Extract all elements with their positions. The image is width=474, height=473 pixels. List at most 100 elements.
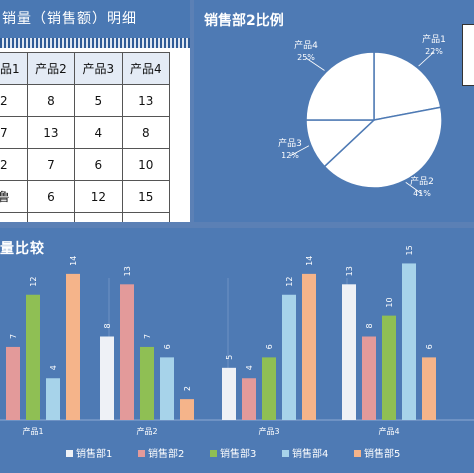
table-cell: 12 <box>74 180 123 213</box>
table-cell: 10 <box>121 148 171 181</box>
bar-value-label: 15 <box>405 245 414 255</box>
bar-chart-title: 量比较 <box>0 241 45 257</box>
table-cell: 6 <box>26 180 76 213</box>
bar-销售部1-产品2 <box>100 336 114 420</box>
bar-销售部1-产品4 <box>342 284 356 420</box>
column-header: 产品4 <box>121 52 171 85</box>
bar-销售部5-产品1 <box>66 273 80 420</box>
pie-chart-panel: 销售部2比例 产品1 22% 产品2 41% 产品3 12% 产品4 25% <box>194 0 474 222</box>
pie-slice-4 <box>305 51 375 121</box>
table-cell: 13 <box>26 116 76 149</box>
column-header: 产品1 <box>0 52 28 85</box>
sales-table: 产品1产品2产品3产品4285137134827610鲁6121542146 <box>0 52 171 222</box>
table-cell: 2 <box>0 148 28 181</box>
sales-table-panel: 销量（销售额）明细 产品1产品2产品3产品4285137134827610鲁61… <box>0 0 190 222</box>
category-tick-label: 产品2 <box>136 426 157 436</box>
bar-chart-panel: 量比较 12712414产品1813762产品25461214产品3138101… <box>0 228 474 473</box>
legend-label: 销售部4 <box>292 447 328 460</box>
bar-销售部5-产品2 <box>180 399 194 420</box>
table-row: 7 13 4 8 <box>0 116 171 149</box>
bar-销售部2-产品3 <box>242 378 256 420</box>
pie-slice-label: 产品2 <box>410 175 434 187</box>
table-cell: 鲁 <box>0 180 28 213</box>
bar-销售部3-产品4 <box>382 315 396 420</box>
bar-value-label: 7 <box>143 334 152 339</box>
table-header-stripe <box>0 38 190 48</box>
table-cell: 7 <box>0 116 28 149</box>
bar-value-label: 14 <box>69 256 78 266</box>
table-cell: 4 <box>74 116 123 149</box>
bar-value-label: 8 <box>103 323 112 328</box>
table-cell: 7 <box>26 148 76 181</box>
pie-slice-label: 产品3 <box>278 137 302 149</box>
column-header: 产品3 <box>74 52 123 85</box>
bar-value-label: 10 <box>385 297 394 307</box>
bar-value-label: 6 <box>163 344 172 349</box>
bar-value-label: 12 <box>285 277 294 287</box>
bar-销售部3-产品3 <box>262 357 276 420</box>
category-tick-label: 产品4 <box>378 426 399 436</box>
bar-销售部4-产品1 <box>46 378 60 420</box>
bar-销售部2-产品1 <box>6 346 20 420</box>
bar-value-label: 2 <box>183 386 192 391</box>
pie-leader-line <box>418 51 435 67</box>
table-cell: 6 <box>121 212 171 222</box>
pie-slice-1 <box>373 51 442 121</box>
legend-label: 销售部3 <box>220 447 256 460</box>
legend-swatch <box>282 450 289 457</box>
table-cell: 14 <box>74 212 123 222</box>
pie-slice-label: 产品1 <box>422 33 446 45</box>
pie-leader-line <box>289 145 310 157</box>
bar-销售部3-产品1 <box>26 294 40 420</box>
bar-销售部4-产品3 <box>282 294 296 420</box>
bar-value-label: 4 <box>245 365 254 370</box>
bar-销售部4-产品4 <box>402 263 416 420</box>
legend-label: 销售部5 <box>364 447 400 460</box>
table-row: 鲁 6 12 15 <box>0 180 171 213</box>
category-tick-label: 产品1 <box>22 426 43 436</box>
table-cell: 2 <box>26 212 76 222</box>
bar-value-label: 6 <box>265 344 274 349</box>
table-cell: 6 <box>74 148 123 181</box>
pie-chart: 产品1 22% 产品2 41% 产品3 12% 产品4 25% <box>278 33 446 198</box>
bar-value-label: 7 <box>9 334 18 339</box>
bar-value-label: 5 <box>225 355 234 360</box>
bar-销售部4-产品2 <box>160 357 174 420</box>
table-cell: 8 <box>26 84 76 117</box>
pie-slice-label: 产品4 <box>294 39 318 51</box>
pie-chart-title: 销售部2比例 <box>204 13 284 29</box>
table-cell: 8 <box>121 116 171 149</box>
table-cell: 2 <box>0 84 28 117</box>
pie-leader-line <box>305 57 325 71</box>
bar-value-label: 6 <box>425 344 434 349</box>
category-tick-label: 产品3 <box>258 426 279 436</box>
table-row: 2 7 6 10 <box>0 148 171 181</box>
table-cell: 4 <box>0 212 28 222</box>
bar-value-label: 12 <box>29 277 38 287</box>
legend-label: 销售部2 <box>148 447 184 460</box>
table-row: 2 8 5 13 <box>0 84 171 117</box>
legend-swatch <box>66 450 73 457</box>
table-cell: 13 <box>121 84 171 117</box>
pie-slice-percent: 12% <box>281 151 299 160</box>
bar-chart: 12712414产品1813762产品25461214产品313810156产品… <box>0 245 474 460</box>
bar-value-label: 13 <box>123 266 132 276</box>
bar-销售部2-产品2 <box>120 284 134 420</box>
bar-销售部5-产品4 <box>422 357 436 420</box>
bar-销售部1-产品3 <box>222 367 236 420</box>
bar-value-label: 14 <box>305 256 314 266</box>
pie-slice-percent: 25% <box>297 53 315 62</box>
pie-slice-percent: 22% <box>425 47 443 56</box>
pie-legend-fragment <box>462 24 474 86</box>
legend-swatch <box>210 450 217 457</box>
bar-value-label: 13 <box>345 266 354 276</box>
bar-value-label: 8 <box>365 323 374 328</box>
bar-value-label: 4 <box>49 365 58 370</box>
table-title: 销量（销售额）明细 <box>0 0 190 38</box>
bar-销售部5-产品3 <box>302 273 316 420</box>
legend-swatch <box>138 450 145 457</box>
legend-label: 销售部1 <box>76 447 112 460</box>
pie-slice-percent: 41% <box>413 189 431 198</box>
pie-slice-2 <box>323 106 443 189</box>
column-header: 产品2 <box>26 52 76 85</box>
